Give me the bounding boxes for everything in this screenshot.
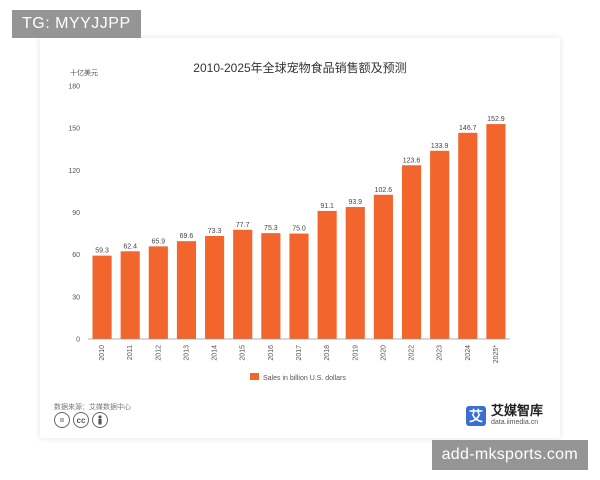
license-icons: = cc xyxy=(54,412,108,430)
legend: Sales in billion U.S. dollars xyxy=(250,373,346,382)
brand-url: data.iimedia.cn xyxy=(491,419,539,426)
value-label: 75.0 xyxy=(292,226,306,233)
bar xyxy=(233,229,253,339)
y-tick-label: 60 xyxy=(72,252,80,259)
x-tick-label: 2017 xyxy=(296,345,303,361)
x-tick-label: 2013 xyxy=(183,345,190,361)
value-label: 75.3 xyxy=(264,225,278,232)
bar xyxy=(176,241,197,339)
bar xyxy=(430,150,450,339)
y-tick-label: 30 xyxy=(72,294,80,301)
cc-icon: cc xyxy=(73,412,89,428)
value-label: 62.4 xyxy=(123,243,137,250)
brand-name: 艾媒智库 xyxy=(491,403,544,418)
x-tick-label: 2023 xyxy=(437,345,444,361)
x-tick-label: 2018 xyxy=(324,345,331,361)
bar xyxy=(458,132,478,339)
y-tick-label: 120 xyxy=(68,168,80,175)
value-label: 152.9 xyxy=(487,116,505,123)
watermark-bottom: add-mksports.com xyxy=(431,440,588,470)
equals-icon: = xyxy=(54,412,70,428)
x-tick-label: 2020 xyxy=(380,345,387,361)
x-tick-label: 2014 xyxy=(212,345,219,361)
bar xyxy=(317,210,337,339)
y-tick-label: 90 xyxy=(72,210,80,217)
legend-label: Sales in billion U.S. dollars xyxy=(263,375,346,382)
watermark-top: TG: MYYJJPP xyxy=(12,10,141,38)
chart-title: 2010-2025年全球宠物食品销售额及预测 xyxy=(193,60,406,75)
value-label: 146.7 xyxy=(459,125,477,132)
y-tick-label: 150 xyxy=(68,126,80,133)
bar xyxy=(289,233,309,339)
x-tick-label: 2011 xyxy=(127,345,134,360)
y-tick-label: 0 xyxy=(76,337,80,344)
brand-logo-icon: 艾 xyxy=(466,405,486,426)
legend-swatch xyxy=(250,373,259,380)
bar xyxy=(205,235,225,339)
person-icon xyxy=(92,412,108,428)
bar xyxy=(373,194,393,339)
value-label: 91.1 xyxy=(320,203,334,210)
value-label: 93.9 xyxy=(348,199,362,206)
y-tick-label: 180 xyxy=(68,84,80,91)
value-label: 77.7 xyxy=(236,222,250,229)
y-axis-ticks: 0 30 60 90 120 150 180 xyxy=(68,84,80,344)
bar xyxy=(92,255,112,339)
value-label: 123.6 xyxy=(403,157,421,164)
y-axis-label: 十亿美元 xyxy=(70,68,98,77)
value-label: 65.9 xyxy=(152,238,166,245)
x-tick-label: 2024 xyxy=(465,345,472,361)
source-note: 数据来源：艾媒数据中心 xyxy=(54,404,131,411)
value-label: 133.9 xyxy=(431,143,449,150)
x-tick-label: 2019 xyxy=(352,345,359,361)
value-label: 69.6 xyxy=(180,233,194,240)
x-tick-label: 2016 xyxy=(268,345,275,361)
bar xyxy=(486,124,506,340)
value-labels: 59.3 62.4 65.9 69.6 73.3 77.7 75.3 75.0 91.1 93.9… xyxy=(95,116,505,255)
bars xyxy=(92,124,506,340)
bar xyxy=(401,165,422,339)
x-tick-label: 2022 xyxy=(409,345,416,361)
value-label: 102.6 xyxy=(375,187,393,194)
bar xyxy=(120,251,140,339)
value-label: 73.3 xyxy=(208,228,222,235)
x-tick-label: 2012 xyxy=(155,345,162,361)
x-axis-ticks: 2010 2011 2012 2013 2014 2015 2016 2017 2018 2019… xyxy=(99,345,500,364)
bar xyxy=(345,207,365,339)
bar xyxy=(261,233,281,339)
brand-logo-block: 艾 艾媒智库 data.iimedia.cn xyxy=(466,404,543,427)
x-tick-label: 2025* xyxy=(493,345,500,364)
x-tick-label: 2010 xyxy=(99,345,106,361)
value-label: 59.3 xyxy=(95,248,109,255)
x-tick-label: 2015 xyxy=(240,345,247,361)
bar xyxy=(148,246,168,339)
